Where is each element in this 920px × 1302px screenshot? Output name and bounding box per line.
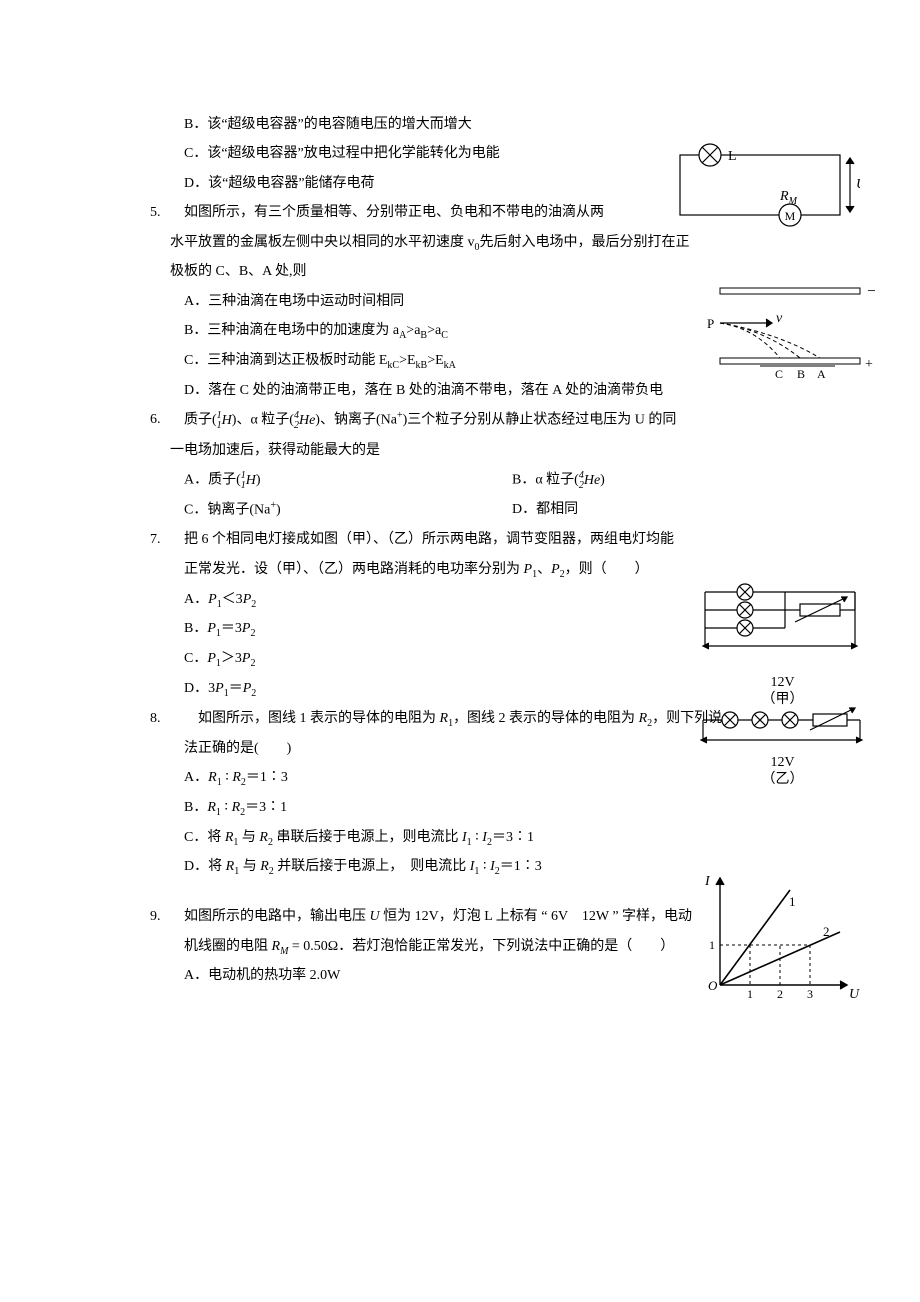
q5-stem2b: 先后射入电场中，最后分别打在正 <box>480 235 690 250</box>
fig-U-label: U <box>856 177 860 192</box>
q5-c-g2: >E <box>427 353 443 368</box>
fig-L-label: L <box>728 149 737 164</box>
q6-alpha: 24He <box>294 413 315 428</box>
q6-s1b: )、α 粒子( <box>232 413 294 428</box>
q8-option-b: B．R1 ∶ R2＝3∶1 <box>150 793 840 823</box>
q5-c-pre: C．三种油滴到达正极板时动能 E <box>184 353 387 368</box>
q4-option-b: B．该“超级电容器”的电容随电压的增大而增大 <box>150 110 840 139</box>
q7-body: 把 6 个相同电灯接成如图（甲）、（乙）所示两电路，调节变阻器，两组电灯均能 <box>184 525 840 554</box>
q6-body: 质子(11H)、α 粒子(24He)、钠离子(Na+)三个粒子分别从静止状态经过… <box>184 405 840 435</box>
q7-number: 7. <box>150 525 184 554</box>
q8-xtick-2: 2 <box>777 987 783 1001</box>
q8-axis-i: I <box>704 874 711 889</box>
q5-plates-figure: − + P v C B A <box>700 278 875 388</box>
svg-text:−: − <box>867 283 875 300</box>
svg-text:+: + <box>865 357 873 372</box>
q7-stem1: 把 6 个相同电灯接成如图（甲）、（乙）所示两电路，调节变阻器，两组电灯均能 <box>184 525 840 554</box>
q7-circuit-yi: 12V （乙） <box>695 705 870 789</box>
q6-options-ab: A．质子(11H) B．α 粒子(24He) <box>150 465 840 495</box>
q8-option-c: C．将 R1 与 R2 串联后接于电源上，则电流比 I1 ∶ I2＝3∶1 <box>150 823 840 853</box>
q8-number: 8. <box>150 704 184 733</box>
q5-stem2a: 水平放置的金属板左侧中央以相同的水平初速度 v <box>170 235 475 250</box>
q5-b-pre: B．三种油滴在电场中的加速度为 a <box>184 323 399 338</box>
q7: 7. 把 6 个相同电灯接成如图（甲）、（乙）所示两电路，调节变阻器，两组电灯均… <box>150 525 840 554</box>
svg-text:C: C <box>775 367 783 381</box>
q9-number: 9. <box>150 902 184 931</box>
q6-number: 6. <box>150 405 184 434</box>
q6-s1d: )三个粒子分别从静止状态经过电压为 U 的同 <box>403 413 677 428</box>
q6-option-c: C．钠离子(Na+) <box>184 495 512 525</box>
q5-c-g1: >E <box>399 353 415 368</box>
q6-proton: 11H <box>217 413 232 428</box>
svg-text:B: B <box>797 367 805 381</box>
q6-option-b: B．α 粒子(24He) <box>512 465 840 495</box>
q5-b-g1: >a <box>406 323 420 338</box>
q5-c-ka: kA <box>444 360 456 371</box>
q6-s1c: )、钠离子(Na <box>315 413 397 428</box>
q8-axis-u: U <box>849 987 860 1002</box>
q6: 6. 质子(11H)、α 粒子(24He)、钠离子(Na+)三个粒子分别从静止状… <box>150 405 840 435</box>
q8-ytick-1: 1 <box>709 938 715 952</box>
svg-text:A: A <box>817 367 826 381</box>
q6-options-cd: C．钠离子(Na+) D．都相同 <box>150 495 840 525</box>
exam-page: B．该“超级电容器”的电容随电压的增大而增大 C．该“超级电容器”放电过程中把化… <box>0 0 920 1302</box>
q5-c-kc: kC <box>387 360 399 371</box>
q7-jia-12v: 12V <box>695 675 870 692</box>
q8-line1-label: 1 <box>789 894 796 909</box>
q8-origin: O <box>708 978 718 993</box>
q7-circuit-jia: 12V （甲） <box>695 580 870 709</box>
q8-line2-label: 2 <box>823 924 830 939</box>
fig-M-label: M <box>785 209 796 223</box>
q8-iu-graph: I U O 1 2 1 1 2 3 <box>695 870 860 1005</box>
q6-option-a: A．质子(11H) <box>184 465 512 495</box>
q6-s1a: 质子( <box>184 413 217 428</box>
q7-yi-label: （乙） <box>695 772 870 789</box>
q5-number: 5. <box>150 198 184 227</box>
q6-stem2: 一电场加速后，获得动能最大的是 <box>150 436 840 465</box>
q8-xtick-3: 3 <box>807 987 813 1001</box>
q6-option-d: D．都相同 <box>512 495 840 525</box>
fig-RM-label: RM <box>779 189 798 207</box>
q5-b-g2: >a <box>427 323 441 338</box>
q8-xtick-1: 1 <box>747 987 753 1001</box>
q9-circuit-figure: L M RM U <box>670 140 860 240</box>
q5-c-kb: kB <box>416 360 428 371</box>
q5-b-sc: C <box>441 330 448 341</box>
svg-text:v: v <box>776 311 783 326</box>
svg-text:P: P <box>707 316 714 331</box>
q7-yi-12v: 12V <box>695 755 870 772</box>
